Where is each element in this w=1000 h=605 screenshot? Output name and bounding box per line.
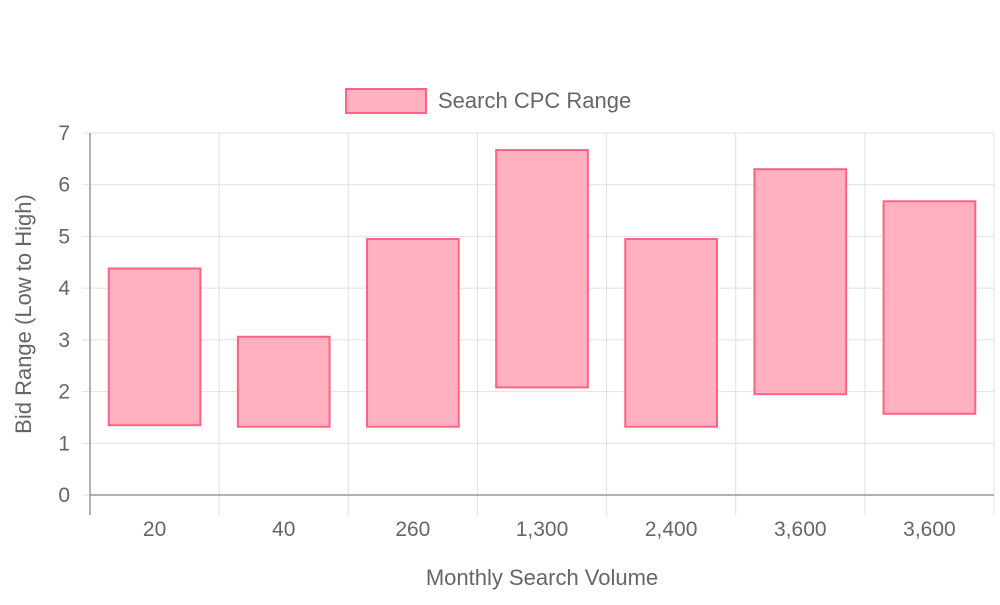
legend-swatch[interactable]: [345, 88, 427, 114]
y-tick-label: 2: [58, 381, 70, 404]
range-bar[interactable]: [753, 168, 848, 396]
y-tick-label: 0: [58, 484, 70, 507]
range-bar[interactable]: [107, 267, 202, 427]
x-tick-label: 40: [272, 518, 295, 541]
range-bar[interactable]: [366, 238, 460, 428]
x-axis-title: Monthly Search Volume: [426, 565, 658, 590]
y-tick-label: 7: [58, 122, 70, 145]
range-bar[interactable]: [624, 238, 718, 428]
y-axis-title: Bid Range (Low to High): [11, 194, 36, 434]
y-tick-label: 1: [58, 432, 70, 455]
legend-label[interactable]: Search CPC Range: [438, 88, 631, 113]
y-tick-label: 6: [58, 174, 70, 197]
x-tick-label: 20: [143, 518, 166, 541]
x-tick-label: 3,600: [774, 518, 827, 541]
x-tick-label: 3,600: [903, 518, 956, 541]
x-tick-label: 1,300: [516, 518, 569, 541]
axis-layer: 0 1 2 3 4 5 6 7 20 40 260 1,300 2,400 3,600 3,600: [58, 122, 994, 541]
y-tick-label: 5: [58, 225, 70, 248]
range-bar[interactable]: [882, 200, 977, 415]
bar-layer: [107, 149, 977, 428]
range-bar[interactable]: [495, 149, 589, 389]
y-tick-label: 3: [58, 329, 70, 352]
range-bar[interactable]: [236, 335, 331, 428]
x-tick-label: 260: [395, 518, 430, 541]
legend[interactable]: Search CPC Range: [345, 88, 631, 114]
y-tick-label: 4: [58, 277, 70, 300]
x-tick-label: 2,400: [645, 518, 698, 541]
